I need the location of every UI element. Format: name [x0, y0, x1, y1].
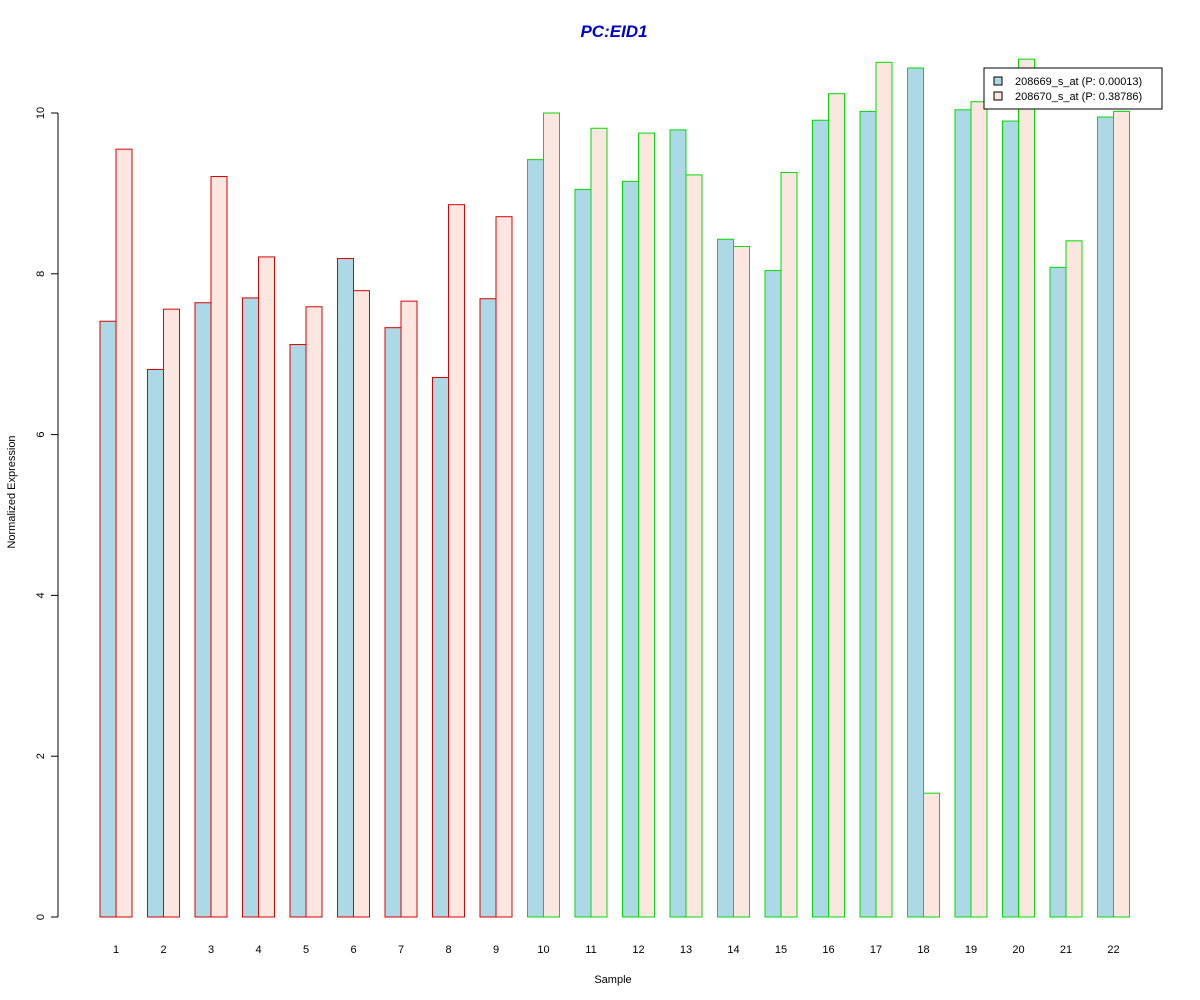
bar-sample-21-series-1 [1049, 266, 1067, 918]
bar-sample-12-series-2 [638, 132, 655, 918]
y-tick-label: 2 [35, 753, 47, 759]
x-tick-label: 4 [255, 944, 261, 956]
bar-sample-19-series-2 [970, 101, 988, 918]
bar-sample-5-series-1 [289, 344, 307, 918]
bar-sample-18-series-2 [923, 792, 940, 918]
bar-sample-17-series-1 [859, 110, 877, 918]
legend: 208669_s_at (P: 0.00013) 208670_s_at (P:… [983, 67, 1163, 110]
bar-sample-20-series-2 [1018, 58, 1035, 918]
bar-sample-16-series-2 [828, 93, 845, 918]
bar-sample-20-series-1 [1002, 120, 1019, 918]
x-tick-label: 6 [350, 944, 356, 956]
x-tick-label: 16 [822, 944, 834, 956]
bar-sample-10-series-2 [543, 112, 560, 918]
bar-sample-22-series-1 [1097, 116, 1114, 918]
bar-sample-18-series-1 [907, 67, 924, 918]
x-tick-label: 7 [398, 944, 404, 956]
y-tick-label: 4 [35, 592, 47, 598]
bar-sample-1-series-1 [99, 320, 117, 918]
y-tick-label: 10 [35, 107, 47, 119]
x-tick-label: 12 [632, 944, 644, 956]
x-tick-label: 22 [1107, 944, 1119, 956]
bar-sample-3-series-1 [194, 302, 212, 918]
bar-sample-17-series-2 [875, 61, 893, 918]
bar-sample-8-series-1 [432, 377, 449, 918]
x-tick-label: 3 [208, 944, 214, 956]
y-axis-label: Normalized Expression [6, 435, 18, 548]
bar-sample-4-series-1 [242, 297, 259, 918]
bars-group [99, 58, 1130, 918]
legend-label-208669: 208669_s_at (P: 0.00013) [1015, 76, 1142, 88]
bar-sample-7-series-1 [384, 327, 402, 918]
y-tick-label: 6 [35, 432, 47, 438]
legend-label-208670: 208670_s_at (P: 0.38786) [1015, 91, 1142, 103]
y-tick-label: 8 [35, 271, 47, 277]
legend-box [983, 67, 1163, 110]
bar-sample-14-series-1 [717, 238, 734, 918]
x-tick-label: 19 [965, 944, 977, 956]
bar-sample-15-series-2 [780, 171, 798, 918]
chart-title: PC:EID1 [580, 22, 647, 41]
bar-sample-12-series-1 [622, 180, 639, 918]
bar-sample-16-series-1 [812, 119, 829, 918]
x-tick-label: 11 [585, 944, 596, 956]
legend-swatch-208670 [993, 91, 1003, 101]
legend-swatch-208669 [993, 76, 1003, 86]
bar-sample-1-series-2 [115, 148, 133, 918]
x-tick-label: 8 [445, 944, 451, 956]
bar-sample-6-series-1 [337, 258, 354, 918]
bar-sample-21-series-2 [1065, 240, 1083, 918]
x-tick-label: 21 [1060, 944, 1072, 956]
x-tick-label: 1 [113, 944, 119, 956]
bar-sample-9-series-1 [479, 298, 497, 918]
bar-sample-3-series-2 [210, 176, 228, 918]
bar-sample-6-series-2 [353, 290, 370, 918]
x-tick-label: 17 [870, 944, 882, 956]
bar-sample-11-series-2 [590, 127, 608, 918]
bar-sample-10-series-1 [527, 159, 544, 918]
x-tick-label: 5 [303, 944, 309, 956]
x-tick-label: 10 [537, 944, 549, 956]
y-axis: 0 2 4 6 8 10 [35, 107, 59, 920]
x-tick-labels: 1 2 3 4 5 6 7 8 9 10 11 12 13 14 15 16 17 18 19 20 21 22 [113, 944, 1120, 956]
bar-sample-2-series-1 [147, 368, 164, 918]
bar-sample-9-series-2 [495, 216, 513, 918]
bar-sample-19-series-1 [954, 109, 972, 918]
x-tick-label: 15 [775, 944, 787, 956]
bar-sample-8-series-2 [448, 204, 465, 918]
bar-sample-13-series-2 [685, 174, 703, 918]
bar-sample-13-series-1 [669, 129, 687, 918]
x-axis-label: Sample [594, 974, 631, 986]
bar-sample-14-series-2 [733, 245, 750, 918]
bar-sample-5-series-2 [305, 306, 323, 918]
x-tick-label: 14 [727, 944, 739, 956]
bar-sample-22-series-2 [1113, 110, 1130, 918]
x-tick-label: 13 [680, 944, 692, 956]
x-tick-label: 20 [1012, 944, 1024, 956]
bar-sample-7-series-2 [400, 300, 418, 918]
bar-sample-4-series-2 [258, 256, 275, 918]
bar-sample-15-series-1 [764, 270, 782, 918]
x-tick-label: 18 [917, 944, 929, 956]
bar-sample-11-series-1 [574, 188, 592, 918]
x-tick-label: 9 [493, 944, 499, 956]
y-tick-label: 0 [35, 914, 47, 920]
x-tick-label: 2 [160, 944, 166, 956]
bar-sample-2-series-2 [163, 308, 180, 918]
